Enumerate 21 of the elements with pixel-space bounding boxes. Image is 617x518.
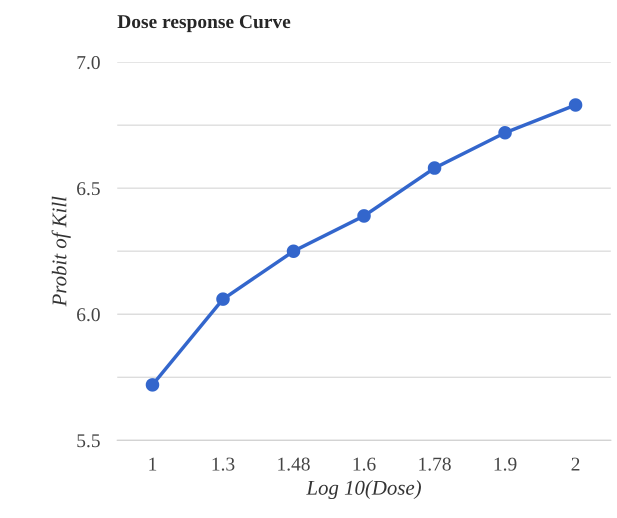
point — [357, 209, 371, 223]
x-tick-label: 1.3 — [212, 458, 234, 471]
y-tick-label: 6.0 — [77, 308, 100, 322]
y-tick-label: 5.5 — [77, 434, 100, 448]
y-tick-label: 7.0 — [78, 56, 100, 70]
x-tick-label: 1 — [149, 458, 156, 470]
point — [146, 378, 160, 392]
point — [428, 161, 442, 175]
y-axis-title: Probit of Kill — [52, 196, 71, 307]
x-tick-label: 1.78 — [419, 458, 451, 471]
point — [498, 126, 512, 140]
point — [286, 244, 300, 258]
x-tick-label: 2 — [572, 458, 580, 470]
y-tick-label: 6.5 — [77, 182, 100, 196]
x-axis-title: Log 10(Dose) — [306, 480, 421, 500]
chart-title: Dose response Curve — [118, 15, 290, 32]
point — [216, 292, 230, 306]
x-tick-label: 1.9 — [494, 458, 516, 471]
x-tick-label: 1.6 — [354, 458, 376, 471]
point — [568, 98, 582, 112]
x-tick-label: 1.48 — [278, 458, 310, 471]
